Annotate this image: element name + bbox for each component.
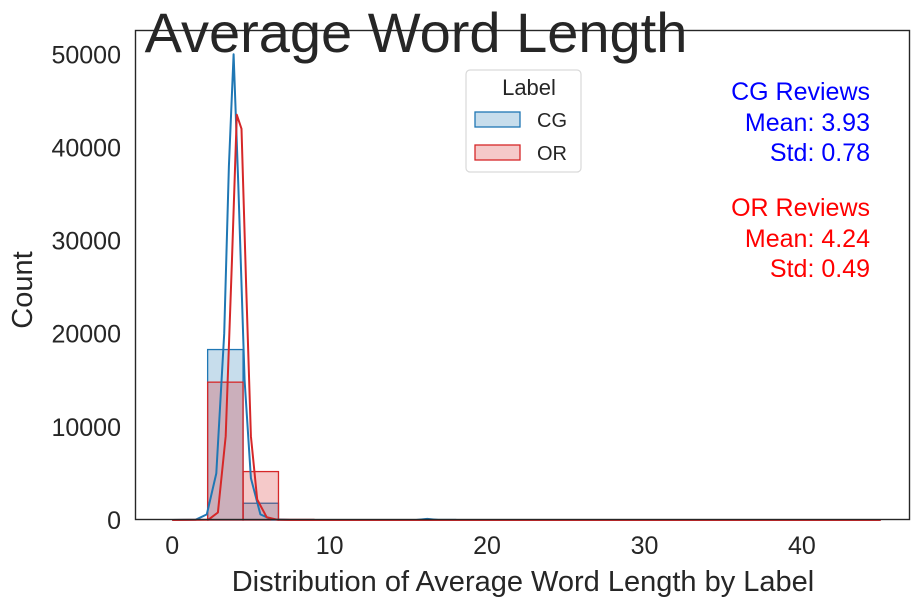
legend-swatch-or — [474, 144, 521, 161]
y-tick-label-50000: 50000 — [51, 41, 121, 69]
x-tick-label-30: 30 — [631, 532, 659, 560]
annotation-cg-title: CG Reviews — [731, 78, 870, 106]
annotation-or-title: OR Reviews — [731, 194, 870, 222]
legend: Label CG OR — [465, 69, 582, 173]
x-axis-label: Distribution of Average Word Length by L… — [232, 566, 815, 598]
x-tick-label-20: 20 — [473, 532, 501, 560]
y-tick-label-0: 0 — [107, 507, 121, 535]
y-tick-label-20000: 20000 — [51, 321, 121, 349]
x-tick-label-0: 0 — [165, 532, 179, 560]
annotation-cg-mean: Mean: 3.93 — [745, 109, 870, 137]
legend-label-cg: CG — [537, 110, 567, 132]
legend-box — [465, 69, 582, 173]
chart-title: Average Word Length — [145, 1, 688, 64]
x-tick-label-40: 40 — [788, 532, 816, 560]
plot-frame — [134, 29, 911, 521]
x-tick-labels: 0 10 20 30 40 — [165, 532, 816, 560]
bar-or-1 — [206, 381, 244, 521]
kde-line-or — [172, 113, 881, 521]
legend-title: Label — [502, 75, 556, 100]
y-axis-label: Count — [7, 251, 39, 328]
y-tick-label-10000: 10000 — [51, 414, 121, 442]
y-tick-label-30000: 30000 — [51, 228, 121, 256]
annotation-or: OR Reviews Mean: 4.24 Std: 0.49 — [731, 194, 870, 283]
annotation-or-mean: Mean: 4.24 — [745, 225, 870, 253]
annotation-or-std: Std: 0.49 — [770, 255, 870, 283]
annotation-cg-std: Std: 0.78 — [770, 139, 870, 167]
x-tick-label-10: 10 — [316, 532, 344, 560]
y-tick-label-40000: 40000 — [51, 134, 121, 162]
legend-label-or: OR — [537, 143, 567, 165]
annotation-cg: CG Reviews Mean: 3.93 Std: 0.78 — [731, 78, 870, 167]
legend-swatch-cg — [474, 111, 521, 128]
y-tick-labels: 0 10000 20000 30000 40000 50000 — [51, 41, 121, 535]
